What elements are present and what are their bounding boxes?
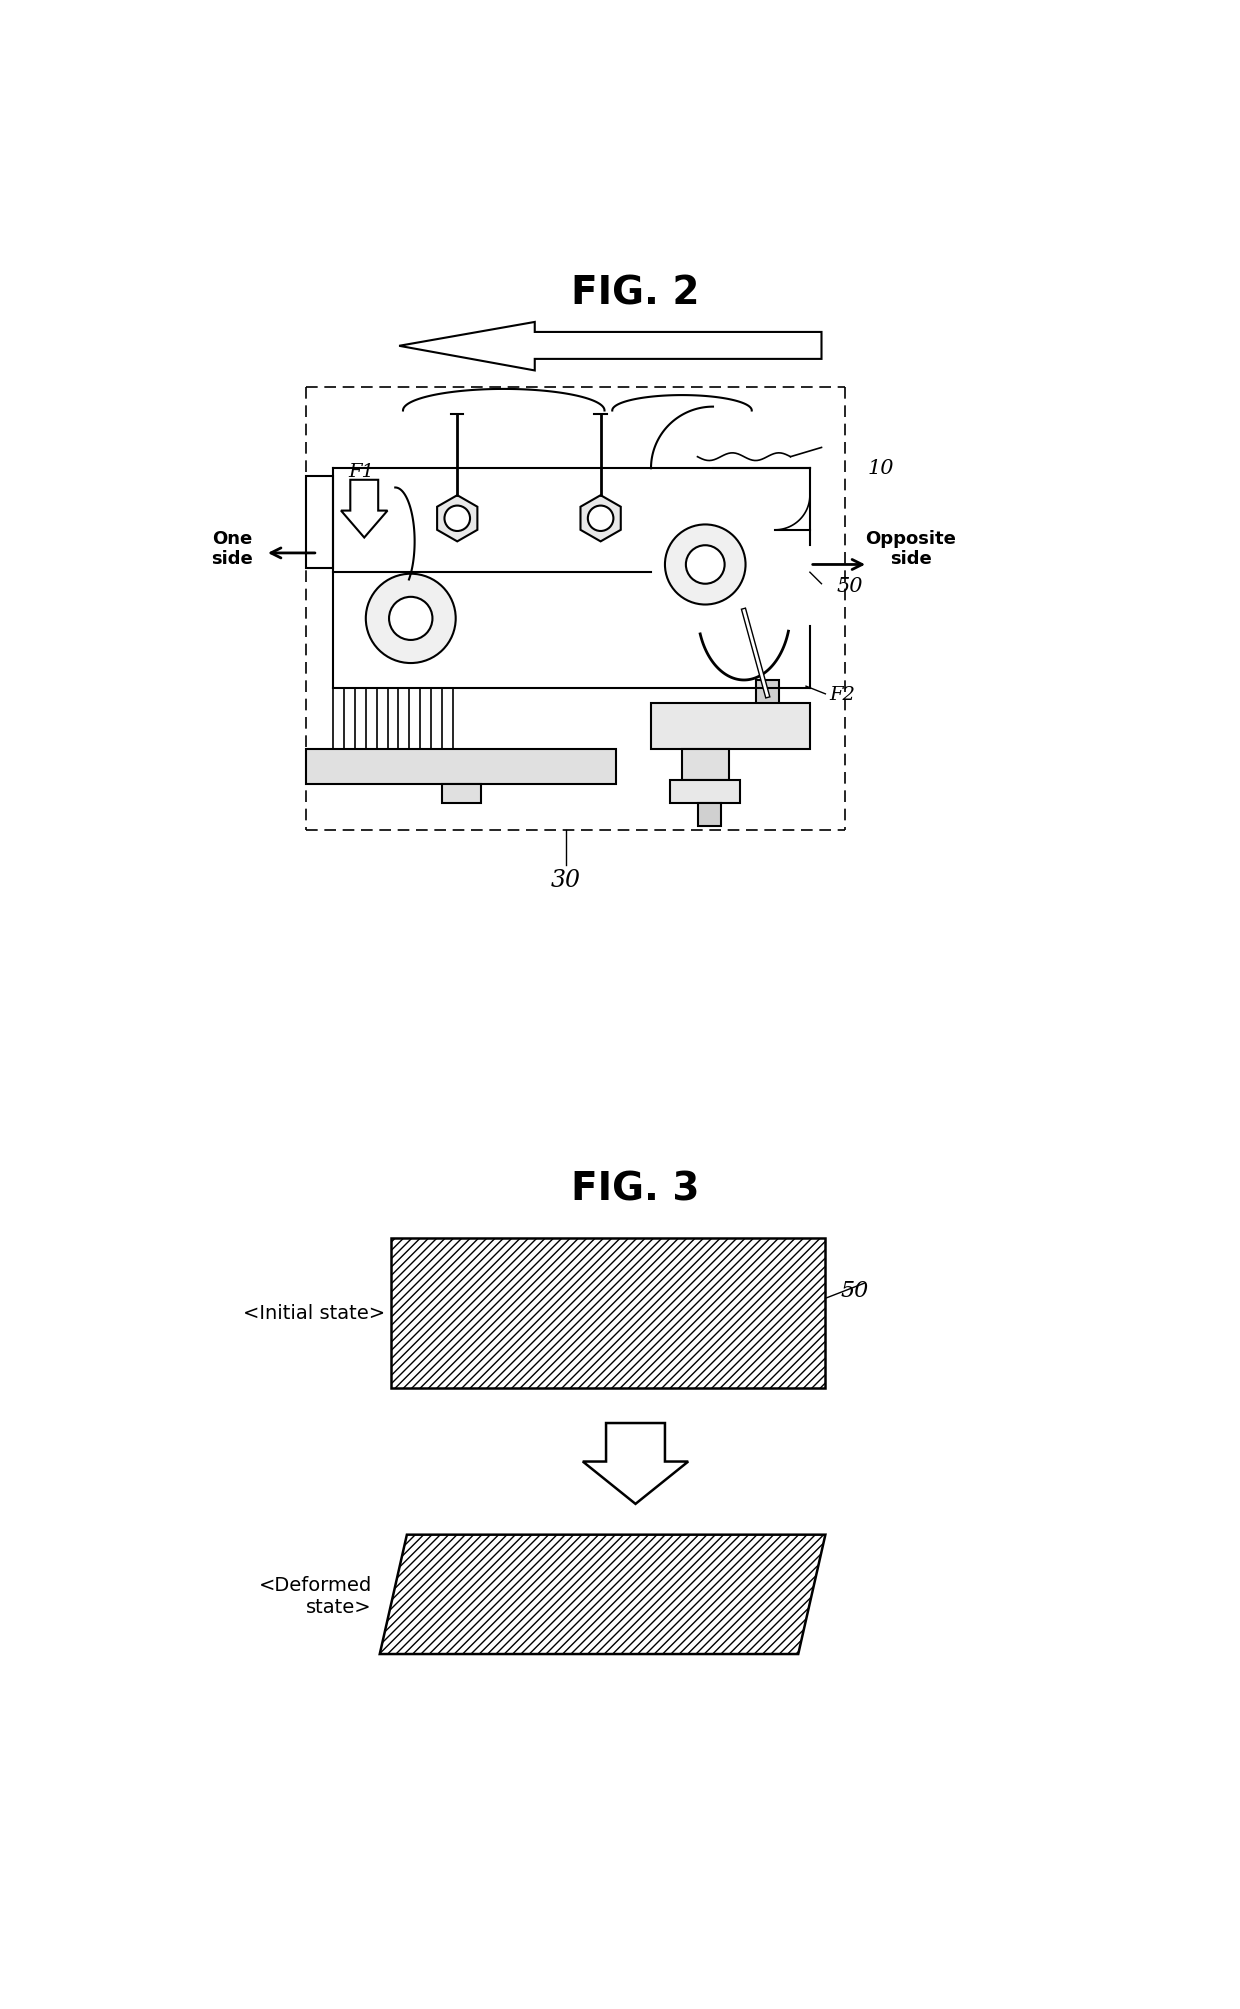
Bar <box>306 476 334 569</box>
Text: 10: 10 <box>868 458 894 478</box>
Polygon shape <box>438 494 477 540</box>
Text: 50: 50 <box>837 577 863 595</box>
Circle shape <box>389 597 433 641</box>
Circle shape <box>588 506 614 530</box>
Bar <box>392 1238 826 1388</box>
Text: <Initial state>: <Initial state> <box>243 1304 386 1324</box>
Bar <box>697 804 720 826</box>
Polygon shape <box>583 1422 688 1505</box>
Text: F1: F1 <box>348 464 374 480</box>
Bar <box>420 687 432 749</box>
Bar <box>334 687 345 749</box>
Text: 30: 30 <box>551 868 580 892</box>
Bar <box>441 687 453 749</box>
Text: FIG. 2: FIG. 2 <box>572 275 699 313</box>
Polygon shape <box>379 1535 826 1653</box>
Bar <box>398 687 409 749</box>
Polygon shape <box>341 480 387 538</box>
Polygon shape <box>399 321 821 370</box>
Bar <box>355 687 366 749</box>
Circle shape <box>665 524 745 605</box>
Bar <box>651 703 810 749</box>
Text: One
side: One side <box>212 530 253 569</box>
Bar <box>441 784 481 804</box>
Text: 50: 50 <box>841 1280 869 1302</box>
Circle shape <box>686 544 724 585</box>
Text: FIG. 3: FIG. 3 <box>572 1171 699 1209</box>
Bar <box>306 749 616 784</box>
Text: F2: F2 <box>830 687 856 705</box>
Bar <box>671 779 740 804</box>
Text: Opposite
side: Opposite side <box>866 530 956 569</box>
Circle shape <box>444 506 470 530</box>
Bar <box>377 687 387 749</box>
Polygon shape <box>580 494 621 540</box>
Text: <Deformed
state>: <Deformed state> <box>259 1575 372 1617</box>
Bar <box>682 749 729 779</box>
Bar <box>755 679 779 741</box>
Circle shape <box>366 575 456 663</box>
Bar <box>751 719 782 727</box>
